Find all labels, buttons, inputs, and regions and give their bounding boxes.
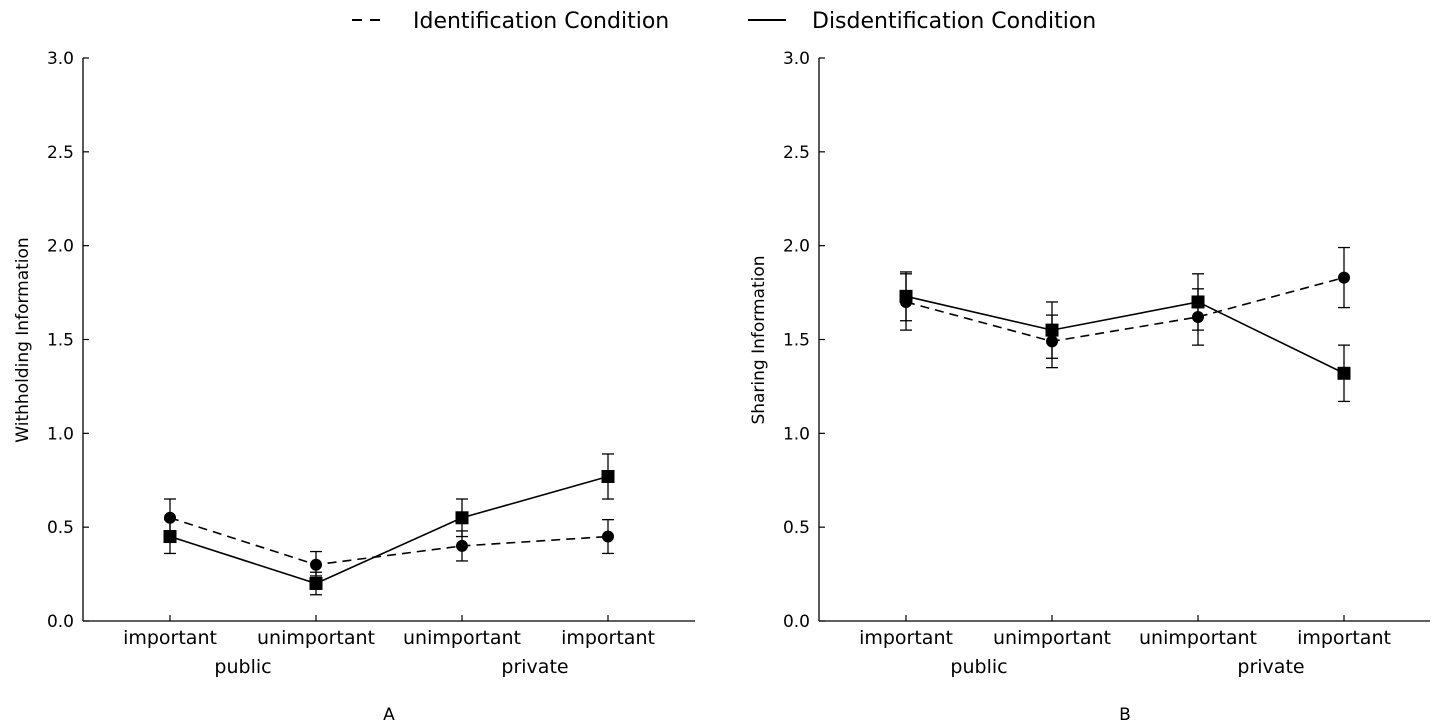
y-tick-label: 2.5: [47, 143, 74, 163]
x-category-label: unimportant: [1139, 627, 1257, 649]
data-point-square: [1337, 366, 1351, 380]
data-point-circle: [310, 558, 322, 571]
y-tick-label: 1.5: [783, 331, 810, 351]
y-tick-label: 1.0: [47, 424, 74, 444]
panel-label: B: [1119, 705, 1131, 725]
x-group-label: public: [214, 656, 271, 678]
data-point-square: [1045, 323, 1059, 337]
data-point-square: [1191, 295, 1205, 309]
x-category-label: unimportant: [257, 627, 375, 649]
data-point-circle: [602, 530, 614, 543]
y-tick-label: 2.0: [47, 237, 74, 257]
x-group-label: private: [501, 656, 568, 678]
y-tick-label: 1.5: [47, 331, 74, 351]
y-tick-label: 0.0: [783, 612, 810, 632]
panel-a: 0.0 0.5 1.0 1.5 2.0 2.5 3.0 important unimportan…: [13, 49, 695, 725]
x-group-label: public: [950, 656, 1007, 678]
legend: Identification Condition Disdentificatio…: [352, 9, 1096, 34]
y-tick-label: 3.0: [47, 49, 74, 69]
legend-disidentification-label: Disdentification Condition: [812, 9, 1096, 34]
y-tick-label: 2.5: [783, 143, 810, 163]
panel-b: 0.0 0.5 1.0 1.5 2.0 2.5 3.0 important unimportan…: [749, 49, 1430, 725]
x-category-label: important: [859, 627, 953, 649]
data-point-square: [163, 530, 177, 544]
x-category-label: unimportant: [403, 627, 521, 649]
data-point-square: [601, 469, 615, 483]
y-tick-label: 3.0: [783, 49, 810, 69]
data-point-circle: [164, 511, 176, 524]
x-group-label: private: [1237, 656, 1304, 678]
series-line-identification: [905, 276, 1345, 343]
data-point-circle: [456, 539, 468, 552]
x-category-label: important: [123, 627, 217, 649]
series-line-disidentification: [905, 295, 1345, 374]
series-line-identification: [169, 517, 609, 566]
y-tick-label: 0.5: [783, 518, 810, 538]
x-category-label: important: [1297, 627, 1391, 649]
y-tick-label: 2.0: [783, 237, 810, 257]
y-axis-title: Sharing Information: [749, 255, 769, 424]
data-point-circle: [1192, 310, 1204, 323]
panel-label: A: [383, 705, 395, 725]
data-point-circle: [1338, 271, 1350, 284]
y-tick-label: 1.0: [783, 424, 810, 444]
data-point-square: [899, 289, 913, 303]
y-tick-label: 0.0: [47, 612, 74, 632]
x-category-label: important: [561, 627, 655, 649]
data-point-square: [309, 576, 323, 590]
x-category-label: unimportant: [993, 627, 1111, 649]
legend-identification-label: Identification Condition: [413, 9, 669, 34]
y-axis-title: Withholding Information: [13, 237, 33, 442]
data-point-square: [455, 511, 469, 525]
series-line-disidentification: [169, 475, 609, 585]
data-point-circle: [1046, 335, 1058, 348]
y-tick-label: 0.5: [47, 518, 74, 538]
